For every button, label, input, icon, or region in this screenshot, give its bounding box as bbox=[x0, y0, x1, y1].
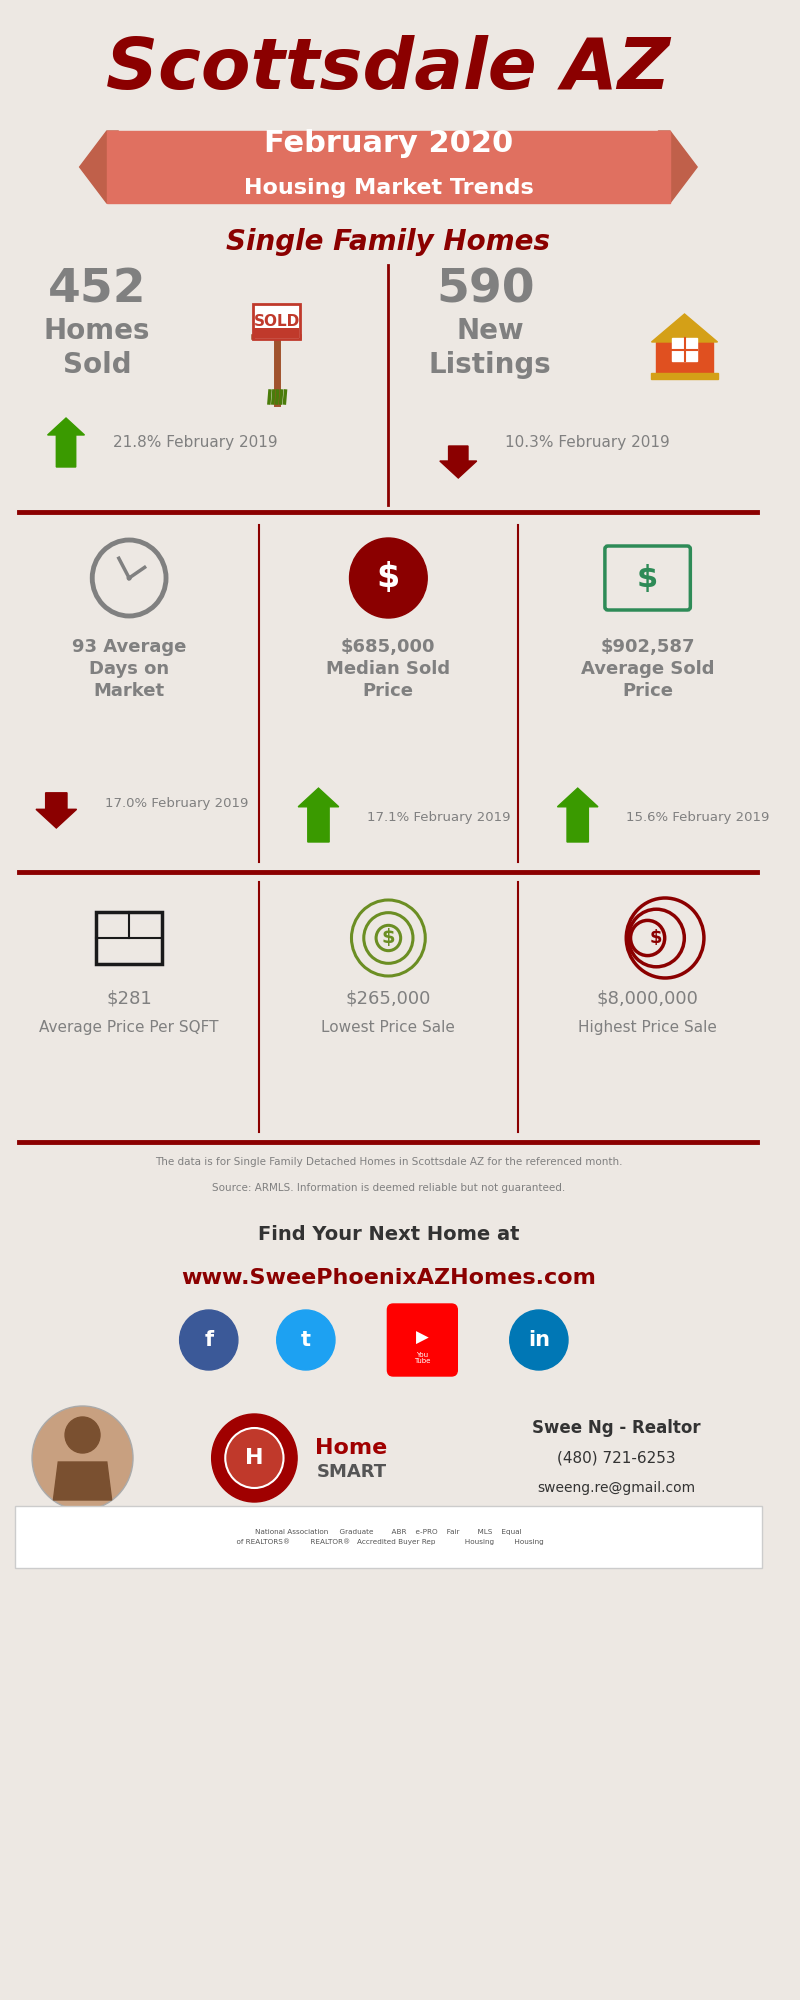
Text: New
Listings: New Listings bbox=[429, 316, 552, 380]
Text: February 2020: February 2020 bbox=[264, 128, 513, 158]
FancyArrow shape bbox=[440, 446, 477, 478]
Text: 17.1% February 2019: 17.1% February 2019 bbox=[367, 810, 510, 824]
FancyBboxPatch shape bbox=[14, 1506, 762, 1568]
Text: www.SweePhoenixAZHomes.com: www.SweePhoenixAZHomes.com bbox=[181, 1268, 596, 1288]
Circle shape bbox=[126, 576, 132, 580]
Text: 452: 452 bbox=[48, 268, 146, 312]
Polygon shape bbox=[80, 132, 118, 204]
Text: 17.0% February 2019: 17.0% February 2019 bbox=[105, 796, 248, 810]
Text: in: in bbox=[528, 1330, 550, 1350]
Text: Scottsdale AZ: Scottsdale AZ bbox=[106, 36, 670, 104]
Text: National Association     Graduate        ABR    e-PRO    Fair        MLS    Equa: National Association Graduate ABR e-PRO … bbox=[233, 1530, 544, 1544]
Text: SMART: SMART bbox=[317, 1464, 386, 1480]
FancyArrow shape bbox=[298, 788, 338, 842]
Text: 93 Average
Days on
Market: 93 Average Days on Market bbox=[72, 638, 186, 700]
FancyBboxPatch shape bbox=[107, 132, 670, 204]
FancyBboxPatch shape bbox=[254, 328, 299, 338]
Text: You
Tube: You Tube bbox=[414, 1352, 430, 1364]
Text: $: $ bbox=[637, 564, 658, 592]
Text: Swee Ng - Realtor: Swee Ng - Realtor bbox=[532, 1420, 701, 1436]
Text: Lowest Price Sale: Lowest Price Sale bbox=[322, 1020, 455, 1036]
Text: $902,587
Average Sold
Price: $902,587 Average Sold Price bbox=[581, 638, 714, 700]
Text: H: H bbox=[245, 1448, 264, 1468]
Text: sweeng.re@gmail.com: sweeng.re@gmail.com bbox=[538, 1480, 696, 1496]
Text: The data is for Single Family Detached Homes in Scottsdale AZ for the referenced: The data is for Single Family Detached H… bbox=[154, 1156, 622, 1166]
Text: $: $ bbox=[377, 562, 400, 594]
Text: (480) 721-6253: (480) 721-6253 bbox=[558, 1450, 676, 1466]
Text: Source: ARMLS. Information is deemed reliable but not guaranteed.: Source: ARMLS. Information is deemed rel… bbox=[212, 1184, 565, 1192]
Text: SOLD: SOLD bbox=[254, 314, 300, 328]
Circle shape bbox=[32, 1406, 133, 1510]
Text: $685,000
Median Sold
Price: $685,000 Median Sold Price bbox=[326, 638, 450, 700]
Text: 15.6% February 2019: 15.6% February 2019 bbox=[626, 810, 770, 824]
Circle shape bbox=[226, 1428, 283, 1488]
Circle shape bbox=[510, 1310, 568, 1370]
Bar bbox=[651, 374, 718, 380]
FancyBboxPatch shape bbox=[605, 546, 690, 610]
Text: $: $ bbox=[382, 928, 395, 948]
Circle shape bbox=[65, 1416, 100, 1452]
Text: Highest Price Sale: Highest Price Sale bbox=[578, 1020, 717, 1036]
FancyArrow shape bbox=[47, 418, 85, 466]
Text: Single Family Homes: Single Family Homes bbox=[226, 228, 550, 256]
Text: $265,000: $265,000 bbox=[346, 990, 431, 1008]
Text: ▶: ▶ bbox=[416, 1330, 429, 1348]
Circle shape bbox=[277, 1310, 335, 1370]
Polygon shape bbox=[651, 314, 718, 342]
FancyArrow shape bbox=[558, 788, 598, 842]
Text: 10.3% February 2019: 10.3% February 2019 bbox=[505, 436, 670, 450]
Text: Average Price Per SQFT: Average Price Per SQFT bbox=[39, 1020, 219, 1036]
FancyBboxPatch shape bbox=[387, 1304, 458, 1376]
Polygon shape bbox=[54, 1462, 112, 1500]
Text: Housing Market Trends: Housing Market Trends bbox=[243, 178, 534, 198]
Bar bbox=[96, 912, 162, 964]
Text: Homes
Sold: Homes Sold bbox=[44, 316, 150, 380]
Bar bbox=[672, 338, 697, 360]
Text: $281: $281 bbox=[106, 990, 152, 1008]
Text: 21.8% February 2019: 21.8% February 2019 bbox=[113, 436, 278, 450]
Text: $8,000,000: $8,000,000 bbox=[597, 990, 698, 1008]
FancyArrow shape bbox=[36, 792, 77, 828]
Circle shape bbox=[212, 1414, 297, 1502]
Text: Find Your Next Home at: Find Your Next Home at bbox=[258, 1226, 519, 1244]
FancyBboxPatch shape bbox=[254, 304, 300, 338]
Circle shape bbox=[180, 1310, 238, 1370]
Text: t: t bbox=[301, 1330, 311, 1350]
Polygon shape bbox=[656, 342, 713, 374]
Text: Home: Home bbox=[315, 1438, 388, 1458]
Text: f: f bbox=[204, 1330, 214, 1350]
Text: $: $ bbox=[650, 928, 662, 948]
Text: 590: 590 bbox=[436, 268, 534, 312]
Polygon shape bbox=[658, 132, 697, 204]
Circle shape bbox=[350, 538, 427, 618]
